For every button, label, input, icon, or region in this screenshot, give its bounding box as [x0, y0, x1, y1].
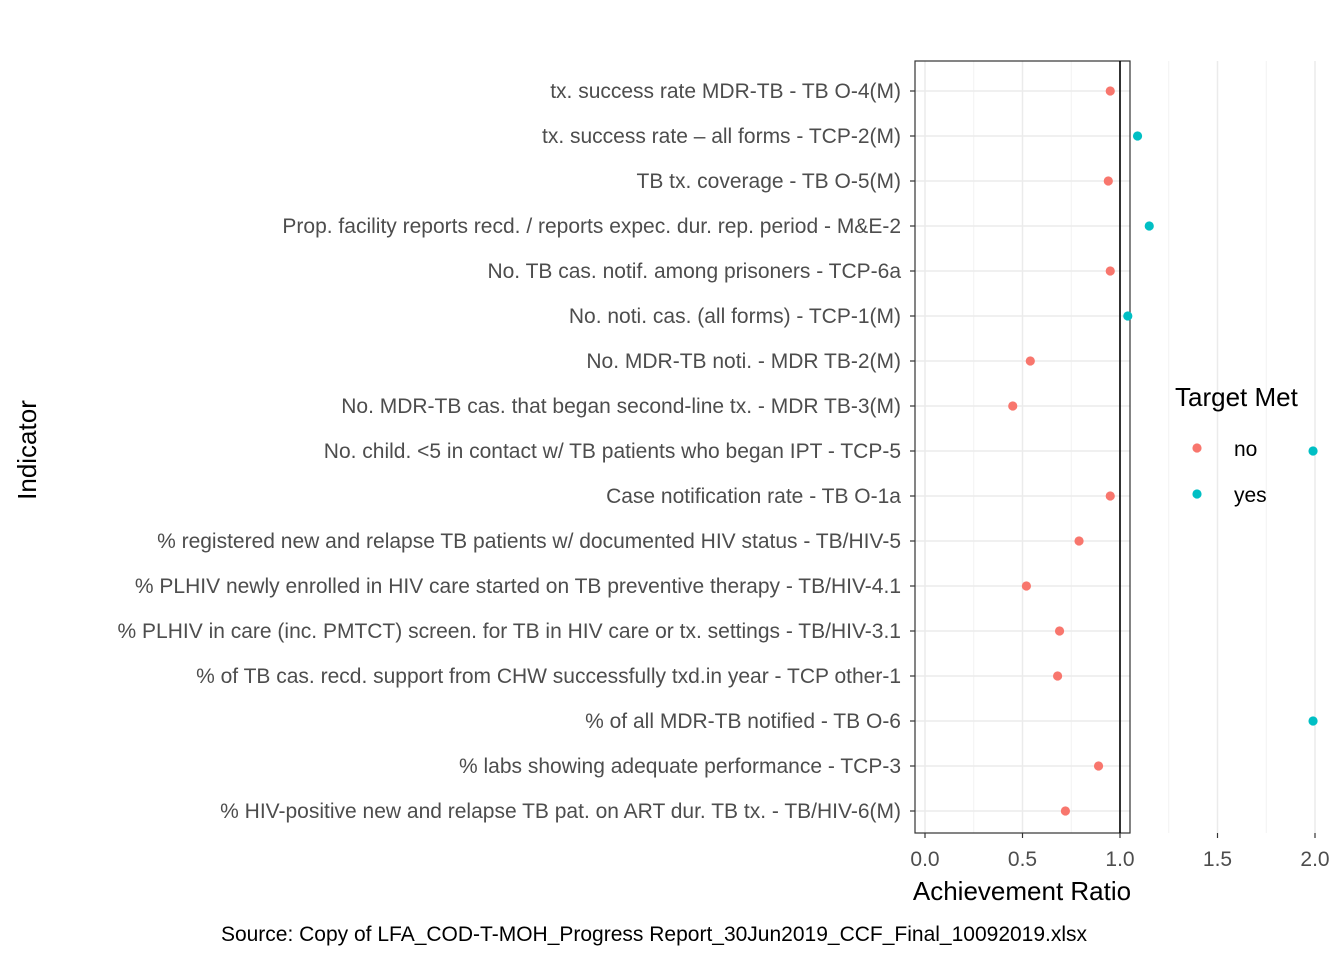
x-tick-label: 2.0 — [1300, 848, 1329, 871]
y-tick-label: No. noti. cas. (all forms) - TCP-1(M) — [569, 305, 901, 328]
data-point — [1008, 401, 1018, 411]
data-point — [1144, 221, 1154, 231]
y-tick-label: % PLHIV newly enrolled in HIV care start… — [135, 575, 901, 598]
y-tick-label: No. TB cas. notif. among prisoners - TCP… — [487, 260, 901, 283]
data-point — [1132, 131, 1143, 141]
data-point — [1053, 671, 1063, 681]
source-caption: Source: Copy of LFA_COD-T-MOH_Progress R… — [221, 923, 1088, 946]
data-point — [1105, 266, 1115, 276]
data-point — [1060, 806, 1070, 816]
legend-title: Target Met — [1175, 382, 1299, 412]
y-tick-label: No. child. <5 in contact w/ TB patients … — [324, 440, 901, 463]
x-tick-label: 1.0 — [1105, 848, 1134, 871]
data-point — [1308, 446, 1318, 456]
legend-label: yes — [1234, 484, 1267, 507]
y-tick-label: tx. success rate MDR-TB - TB O-4(M) — [550, 80, 901, 103]
x-axis-title: Achievement Ratio — [913, 876, 1131, 906]
y-tick-label: % of TB cas. recd. support from CHW succ… — [196, 665, 901, 688]
data-point — [1025, 356, 1035, 366]
y-tick-label: tx. success rate – all forms - TCP-2(M) — [542, 125, 901, 148]
y-tick-label: No. MDR-TB cas. that began second-line t… — [341, 395, 901, 418]
data-point — [1105, 86, 1115, 96]
x-tick-labels: 0.0 0.5 1.0 1.5 2.0 — [910, 833, 1330, 871]
data-point — [1308, 716, 1318, 726]
y-axis-title: Indicator — [12, 400, 42, 500]
y-tick-label: % labs showing adequate performance - TC… — [459, 755, 901, 778]
legend-key — [1192, 489, 1202, 499]
legend-key — [1192, 443, 1202, 453]
x-tick-label: 1.5 — [1203, 848, 1232, 871]
legend: Target Met no yes — [1175, 382, 1299, 507]
y-tick-label: Prop. facility reports recd. / reports e… — [282, 215, 901, 238]
y-tick-labels: tx. success rate MDR-TB - TB O-4(M) tx. s… — [118, 80, 915, 823]
data-point — [1105, 491, 1115, 501]
plot-panel — [914, 60, 1318, 834]
y-tick-label: TB tx. coverage - TB O-5(M) — [637, 170, 902, 193]
data-point — [1093, 761, 1104, 771]
data-point — [1074, 536, 1084, 546]
data-point — [1054, 626, 1065, 636]
legend-label: no — [1234, 438, 1257, 461]
y-tick-label: % HIV-positive new and relapse TB pat. o… — [220, 800, 901, 823]
data-point — [1021, 581, 1031, 591]
data-point — [1123, 311, 1133, 321]
y-tick-label: Case notification rate - TB O-1a — [606, 485, 901, 508]
data-point — [1103, 176, 1113, 186]
x-tick-label: 0.0 — [910, 848, 939, 871]
y-tick-label: No. MDR-TB noti. - MDR TB-2(M) — [586, 350, 901, 373]
y-tick-label: % registered new and relapse TB patients… — [157, 530, 901, 553]
x-tick-label: 0.5 — [1008, 848, 1037, 871]
y-tick-label: % of all MDR-TB notified - TB O-6 — [585, 710, 901, 733]
y-tick-label: % PLHIV in care (inc. PMTCT) screen. for… — [118, 620, 901, 643]
